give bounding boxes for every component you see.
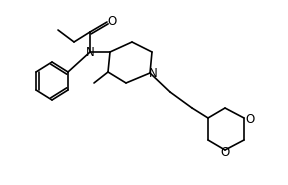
Text: N: N: [149, 66, 157, 80]
Text: N: N: [86, 46, 94, 58]
Text: O: O: [220, 147, 230, 159]
Text: O: O: [107, 14, 117, 28]
Text: O: O: [245, 112, 255, 125]
